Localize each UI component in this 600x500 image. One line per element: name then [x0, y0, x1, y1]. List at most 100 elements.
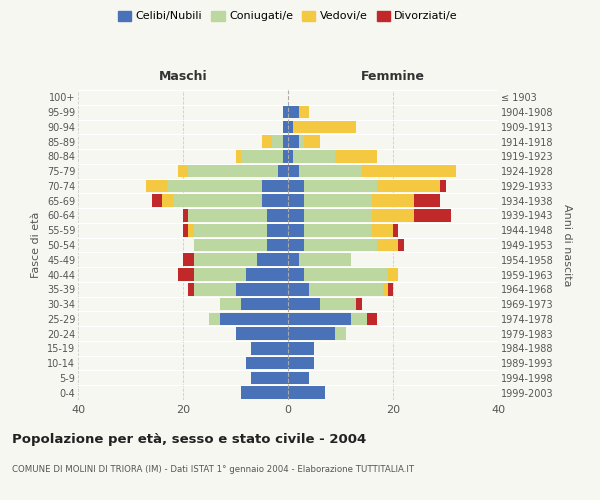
Bar — [288, 106, 299, 118]
Bar — [293, 150, 335, 162]
Bar — [288, 209, 304, 222]
Bar — [288, 357, 314, 370]
Bar — [220, 312, 288, 325]
Bar — [241, 298, 288, 310]
Legend: Celibi/Nubili, Coniugati/e, Vedovi/e, Divorziati/e: Celibi/Nubili, Coniugati/e, Vedovi/e, Di… — [118, 10, 458, 22]
Bar — [283, 136, 288, 148]
Bar — [183, 254, 193, 266]
Bar — [193, 268, 246, 281]
Bar — [440, 180, 445, 192]
Bar — [288, 312, 351, 325]
Bar — [299, 254, 351, 266]
Bar — [320, 298, 356, 310]
Bar — [267, 224, 288, 236]
Bar — [288, 238, 304, 252]
Bar — [288, 298, 320, 310]
Bar — [283, 120, 288, 133]
Bar — [288, 180, 304, 192]
Bar — [372, 209, 414, 222]
Bar — [246, 268, 288, 281]
Bar — [351, 312, 367, 325]
Bar — [188, 283, 193, 296]
Bar — [288, 283, 309, 296]
Bar — [304, 238, 377, 252]
Bar — [288, 136, 299, 148]
Bar — [304, 136, 320, 148]
Bar — [304, 268, 388, 281]
Bar — [398, 238, 404, 252]
Bar — [262, 194, 288, 207]
Bar — [167, 180, 262, 192]
Bar — [193, 254, 257, 266]
Bar — [178, 268, 193, 281]
Bar — [288, 268, 304, 281]
Bar — [183, 224, 188, 236]
Bar — [288, 194, 304, 207]
Bar — [299, 165, 361, 177]
Bar — [178, 165, 188, 177]
Bar — [288, 165, 299, 177]
Text: Maschi: Maschi — [158, 70, 208, 82]
Bar — [288, 120, 293, 133]
Bar — [267, 238, 288, 252]
Bar — [367, 312, 377, 325]
Bar — [293, 120, 356, 133]
Text: Femmine: Femmine — [361, 70, 425, 82]
Bar — [262, 136, 272, 148]
Bar — [288, 372, 309, 384]
Bar — [304, 194, 372, 207]
Bar — [209, 312, 220, 325]
Bar — [241, 150, 283, 162]
Bar — [262, 180, 288, 192]
Bar — [151, 194, 162, 207]
Bar — [304, 224, 372, 236]
Y-axis label: Anni di nascita: Anni di nascita — [562, 204, 572, 286]
Bar — [361, 165, 456, 177]
Bar — [235, 328, 288, 340]
Bar — [146, 180, 167, 192]
Bar — [235, 150, 241, 162]
Bar — [388, 283, 393, 296]
Y-axis label: Fasce di età: Fasce di età — [31, 212, 41, 278]
Bar — [388, 268, 398, 281]
Bar — [335, 150, 377, 162]
Bar — [377, 238, 398, 252]
Bar — [235, 283, 288, 296]
Bar — [299, 106, 309, 118]
Bar — [220, 298, 241, 310]
Bar — [272, 136, 283, 148]
Bar — [251, 342, 288, 354]
Bar — [241, 386, 288, 399]
Bar — [372, 224, 393, 236]
Bar — [283, 106, 288, 118]
Bar — [309, 283, 383, 296]
Bar — [246, 357, 288, 370]
Bar — [304, 180, 377, 192]
Bar — [288, 254, 299, 266]
Bar — [335, 328, 346, 340]
Bar — [183, 209, 188, 222]
Text: Popolazione per età, sesso e stato civile - 2004: Popolazione per età, sesso e stato civil… — [12, 432, 366, 446]
Bar — [414, 194, 440, 207]
Bar — [188, 224, 193, 236]
Bar — [377, 180, 440, 192]
Bar — [299, 136, 304, 148]
Bar — [188, 165, 277, 177]
Bar — [257, 254, 288, 266]
Bar — [277, 165, 288, 177]
Bar — [414, 209, 451, 222]
Bar — [251, 372, 288, 384]
Bar — [372, 194, 414, 207]
Bar — [393, 224, 398, 236]
Bar — [193, 283, 235, 296]
Bar — [188, 209, 267, 222]
Bar — [193, 238, 267, 252]
Bar — [173, 194, 262, 207]
Bar — [288, 224, 304, 236]
Bar — [283, 150, 288, 162]
Bar — [288, 150, 293, 162]
Bar — [288, 386, 325, 399]
Bar — [193, 224, 267, 236]
Bar — [162, 194, 173, 207]
Bar — [288, 342, 314, 354]
